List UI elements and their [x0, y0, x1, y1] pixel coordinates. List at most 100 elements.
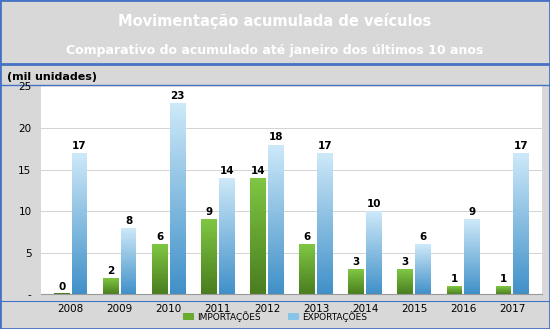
Bar — [250, 289, 266, 291]
Bar — [72, 181, 87, 184]
Bar — [366, 251, 382, 253]
Bar — [219, 287, 235, 289]
Bar — [513, 266, 529, 268]
Bar — [464, 230, 480, 231]
Bar — [170, 288, 185, 291]
Bar — [366, 235, 382, 236]
Bar — [299, 278, 315, 279]
Bar — [72, 210, 87, 212]
Bar — [398, 290, 413, 291]
Bar — [317, 238, 333, 240]
Bar — [415, 257, 431, 258]
Bar — [152, 291, 168, 292]
Bar — [121, 241, 136, 242]
Bar — [299, 260, 315, 261]
Bar — [464, 256, 480, 257]
Bar — [299, 267, 315, 268]
Bar — [170, 128, 185, 132]
Text: 9: 9 — [206, 207, 213, 217]
Bar — [152, 258, 168, 259]
Bar — [219, 250, 235, 252]
Bar — [268, 149, 284, 152]
Bar — [219, 240, 235, 242]
Bar — [170, 164, 185, 167]
Bar — [415, 249, 431, 250]
Bar — [317, 280, 333, 283]
Bar — [464, 223, 480, 224]
Bar — [317, 221, 333, 224]
Bar — [268, 157, 284, 160]
Bar — [513, 210, 529, 212]
Bar — [170, 218, 185, 221]
Bar — [121, 276, 136, 277]
Bar — [317, 198, 333, 200]
Bar — [250, 205, 266, 207]
Bar — [201, 223, 217, 224]
Bar — [464, 247, 480, 248]
Bar — [268, 219, 284, 222]
Bar — [299, 280, 315, 281]
Bar — [317, 216, 333, 219]
Bar — [268, 254, 284, 257]
Bar — [152, 253, 168, 254]
Bar — [513, 219, 529, 221]
Bar — [250, 211, 266, 213]
Bar — [121, 274, 136, 276]
Bar — [366, 228, 382, 229]
Bar — [268, 267, 284, 269]
Bar — [317, 207, 333, 210]
Bar — [464, 228, 480, 230]
Bar — [72, 278, 87, 280]
Bar — [299, 281, 315, 282]
Bar — [121, 238, 136, 239]
Bar — [219, 193, 235, 195]
Bar — [268, 242, 284, 244]
Bar — [250, 228, 266, 230]
Bar — [299, 269, 315, 270]
Bar — [299, 256, 315, 257]
Bar — [250, 220, 266, 222]
Bar — [415, 259, 431, 260]
Bar — [121, 265, 136, 266]
Bar — [121, 251, 136, 252]
Bar — [513, 153, 529, 155]
Bar — [72, 242, 87, 245]
Bar — [268, 205, 284, 207]
Bar — [317, 184, 333, 186]
Bar — [464, 278, 480, 279]
Bar — [201, 266, 217, 267]
Bar — [415, 256, 431, 257]
Bar — [170, 135, 185, 138]
Bar — [464, 287, 480, 288]
Bar — [250, 275, 266, 277]
Bar — [464, 276, 480, 277]
Bar — [464, 241, 480, 242]
Bar — [366, 239, 382, 240]
Bar — [250, 234, 266, 236]
Bar — [72, 240, 87, 242]
Bar — [201, 292, 217, 293]
Bar — [268, 247, 284, 249]
Bar — [268, 290, 284, 292]
Bar — [72, 268, 87, 271]
Bar — [299, 244, 315, 245]
Bar — [219, 222, 235, 224]
Bar — [513, 287, 529, 290]
Bar — [415, 260, 431, 261]
Bar — [317, 285, 333, 287]
Bar — [268, 210, 284, 212]
Bar — [464, 263, 480, 265]
Bar — [348, 279, 364, 280]
Bar — [317, 210, 333, 212]
Bar — [170, 282, 185, 285]
Text: 6: 6 — [156, 232, 163, 242]
Bar — [299, 284, 315, 285]
Bar — [201, 254, 217, 256]
Bar — [348, 270, 364, 271]
Bar — [121, 277, 136, 278]
Bar — [348, 269, 364, 270]
Bar — [170, 109, 185, 113]
Bar — [72, 202, 87, 205]
Bar — [348, 273, 364, 274]
Bar — [366, 257, 382, 258]
